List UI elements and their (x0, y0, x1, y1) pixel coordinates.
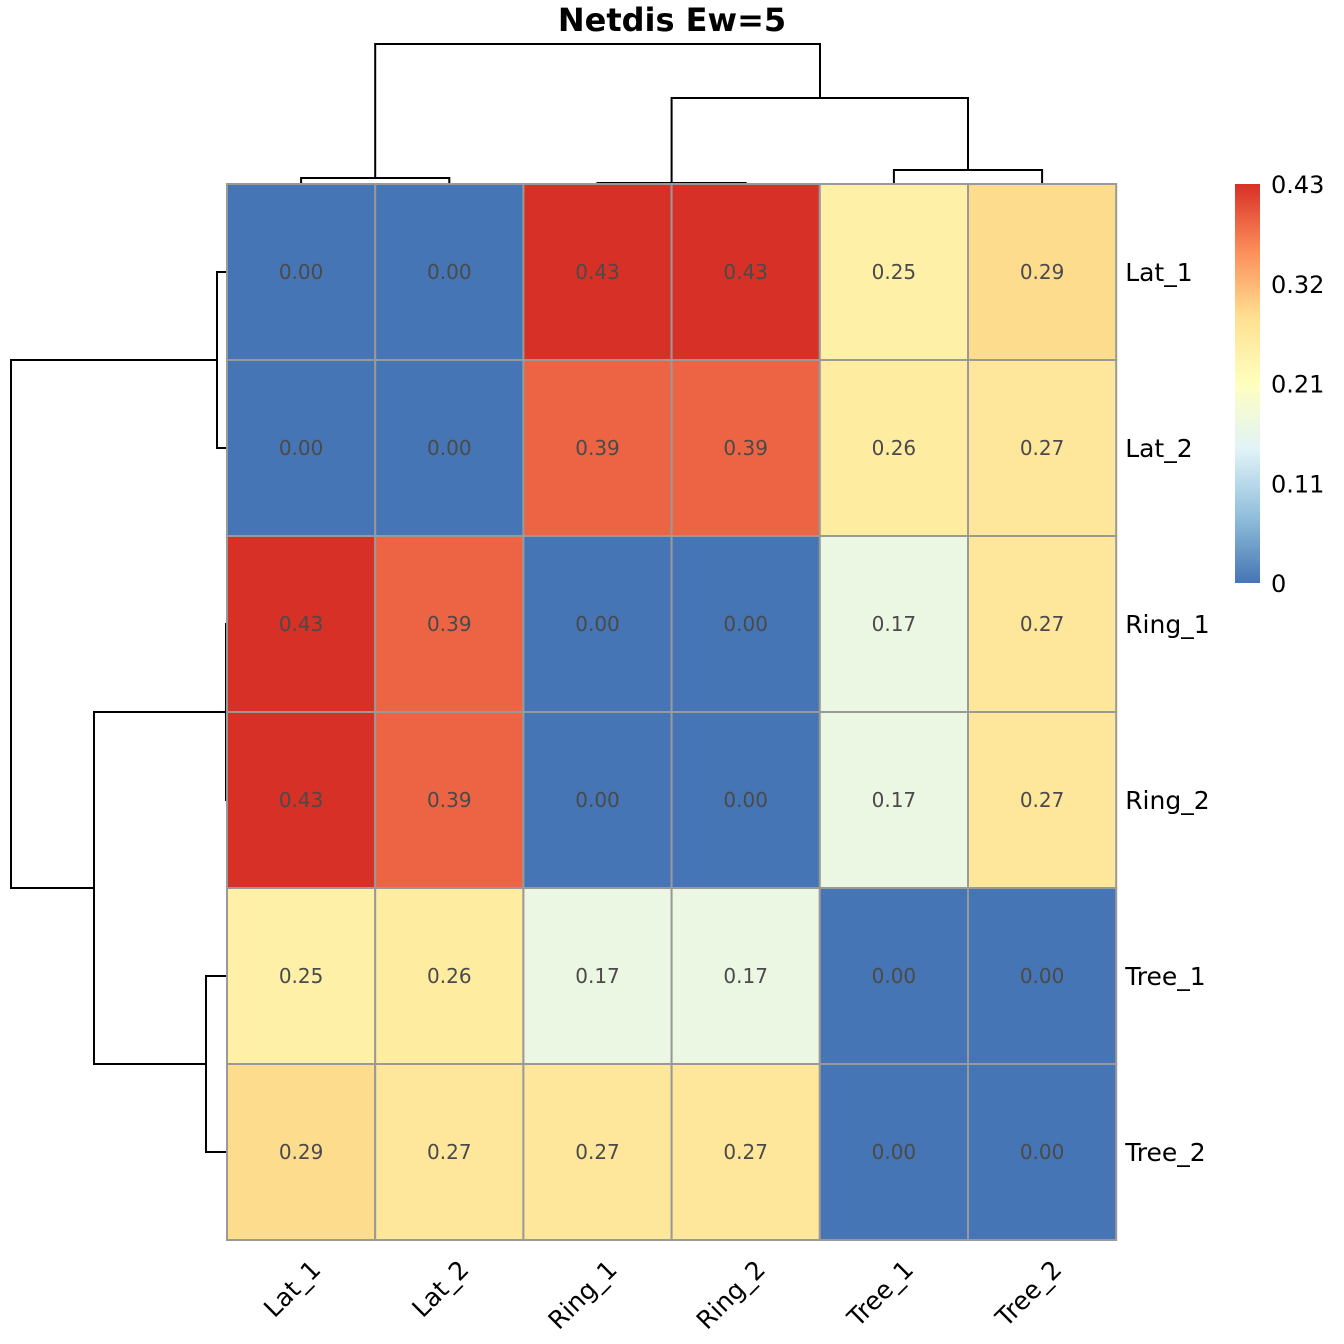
heatmap-cell (967, 359, 1118, 537)
cell-value-label: 0.00 (723, 788, 768, 812)
heatmap-cell (522, 183, 673, 361)
dendrogram-branch (216, 271, 227, 449)
dendrogram-branch (205, 975, 227, 1153)
cell-value-label: 0.43 (575, 260, 620, 284)
heatmap-cell (226, 183, 377, 361)
cell-value-label: 0.39 (575, 436, 620, 460)
legend-tick-label: 0.32 (1271, 271, 1324, 299)
cell-value-label: 0.17 (872, 788, 917, 812)
cell-value-label: 0.00 (1020, 1140, 1065, 1164)
heatmap-cell (967, 711, 1118, 889)
heatmap-cell (374, 535, 525, 713)
heatmap-cell (670, 183, 821, 361)
heatmap-cell (818, 535, 969, 713)
cell-value-label: 0.27 (427, 1140, 472, 1164)
cell-value-label: 0.00 (427, 436, 472, 460)
cell-value-label: 0.39 (723, 436, 768, 460)
heatmap-cell (670, 535, 821, 713)
heatmap-cell (967, 183, 1118, 361)
column-label: Tree_1 (841, 1255, 919, 1333)
cell-value-label: 0.00 (575, 612, 620, 636)
heatmap-cell (818, 1063, 969, 1241)
row-label: Lat_1 (1125, 258, 1192, 287)
heatmap-cell (967, 887, 1118, 1065)
heatmap-cell (374, 711, 525, 889)
cell-value-label: 0.29 (1020, 260, 1065, 284)
heatmap-cell (522, 887, 673, 1065)
heatmap-cell (818, 183, 969, 361)
row-label: Lat_2 (1125, 434, 1192, 463)
heatmap-cell (818, 359, 969, 537)
heatmap-cell (670, 887, 821, 1065)
cell-value-label: 0.43 (279, 612, 324, 636)
color-legend: 0 0.11 0.21 0.32 0.43 (1235, 171, 1324, 598)
heatmap-cell (374, 887, 525, 1065)
cell-value-label: 0.43 (279, 788, 324, 812)
row-labels: Lat_1 Lat_2 Ring_1 Ring_2 Tree_1 Tree_2 (1124, 258, 1209, 1167)
heatmap-cell (522, 359, 673, 537)
column-label: Tree_2 (989, 1255, 1067, 1333)
column-label: Lat_1 (258, 1255, 326, 1323)
legend-tick-label: 0.43 (1271, 171, 1324, 199)
column-label: Lat_2 (406, 1255, 474, 1323)
cell-value-label: 0.43 (723, 260, 768, 284)
heatmap-cell (226, 359, 377, 537)
cell-value-label: 0.26 (427, 964, 472, 988)
legend-color-bar (1235, 184, 1260, 583)
column-labels: Lat_1 Lat_2 Ring_1 Ring_2 Tree_1 Tree_2 (258, 1255, 1067, 1335)
legend-tick-label: 0.11 (1271, 470, 1324, 498)
heatmap-cells: 0.00 0.00 0.43 0.43 0.25 0.29 0.00 0.00 0.39 0.39… (226, 183, 1118, 1241)
chart-title: Netdis Ew=5 (558, 1, 786, 39)
cell-value-label: 0.26 (872, 436, 917, 460)
row-label: Ring_2 (1125, 786, 1209, 815)
heatmap-cell (818, 887, 969, 1065)
legend-tick-label: 0 (1271, 570, 1286, 598)
heatmap-cell (226, 711, 377, 889)
cell-value-label: 0.00 (723, 612, 768, 636)
dendrogram-branch (374, 43, 821, 178)
heatmap-cell (522, 535, 673, 713)
cell-value-label: 0.00 (427, 260, 472, 284)
cell-value-label: 0.17 (872, 612, 917, 636)
row-label: Tree_1 (1124, 962, 1206, 991)
row-label: Ring_1 (1125, 610, 1209, 639)
cell-value-label: 0.00 (279, 436, 324, 460)
cell-value-label: 0.27 (723, 1140, 768, 1164)
cell-value-label: 0.00 (279, 260, 324, 284)
heatmap-cell (522, 711, 673, 889)
cell-value-label: 0.25 (279, 964, 324, 988)
heatmap-cell (670, 1063, 821, 1241)
heatmap-cell (967, 1063, 1118, 1241)
cell-value-label: 0.00 (1020, 964, 1065, 988)
cell-value-label: 0.39 (427, 788, 472, 812)
heatmap-cell (374, 1063, 525, 1241)
cell-value-label: 0.27 (575, 1140, 620, 1164)
column-label: Ring_2 (691, 1255, 771, 1335)
heatmap-cell (226, 535, 377, 713)
heatmap-cell (967, 535, 1118, 713)
cell-value-label: 0.25 (872, 260, 917, 284)
cell-value-label: 0.17 (723, 964, 768, 988)
column-label: Ring_1 (543, 1255, 623, 1335)
cell-value-label: 0.17 (575, 964, 620, 988)
heatmap-cell (226, 887, 377, 1065)
cell-value-label: 0.27 (1020, 612, 1065, 636)
row-label: Tree_2 (1124, 1138, 1206, 1167)
row-dendrogram (10, 271, 227, 1153)
cell-value-label: 0.39 (427, 612, 472, 636)
heatmap-cell (670, 359, 821, 537)
dendrogram-branch (892, 169, 1044, 184)
cell-value-label: 0.27 (1020, 436, 1065, 460)
cell-value-label: 0.00 (872, 1140, 917, 1164)
dendrogram-branch (10, 359, 217, 889)
heatmap-cell (670, 711, 821, 889)
cell-value-label: 0.00 (872, 964, 917, 988)
cell-value-label: 0.00 (575, 788, 620, 812)
cell-value-label: 0.27 (1020, 788, 1065, 812)
column-dendrogram (300, 43, 1044, 184)
cell-value-label: 0.29 (279, 1140, 324, 1164)
legend-tick-label: 0.21 (1271, 371, 1324, 399)
